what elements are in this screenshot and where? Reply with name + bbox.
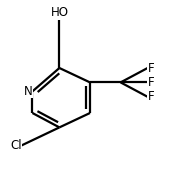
Text: N: N [24, 85, 32, 98]
Text: F: F [148, 90, 154, 103]
Text: F: F [148, 62, 154, 74]
Text: F: F [148, 76, 154, 89]
Text: Cl: Cl [10, 139, 22, 152]
Text: HO: HO [50, 6, 68, 19]
